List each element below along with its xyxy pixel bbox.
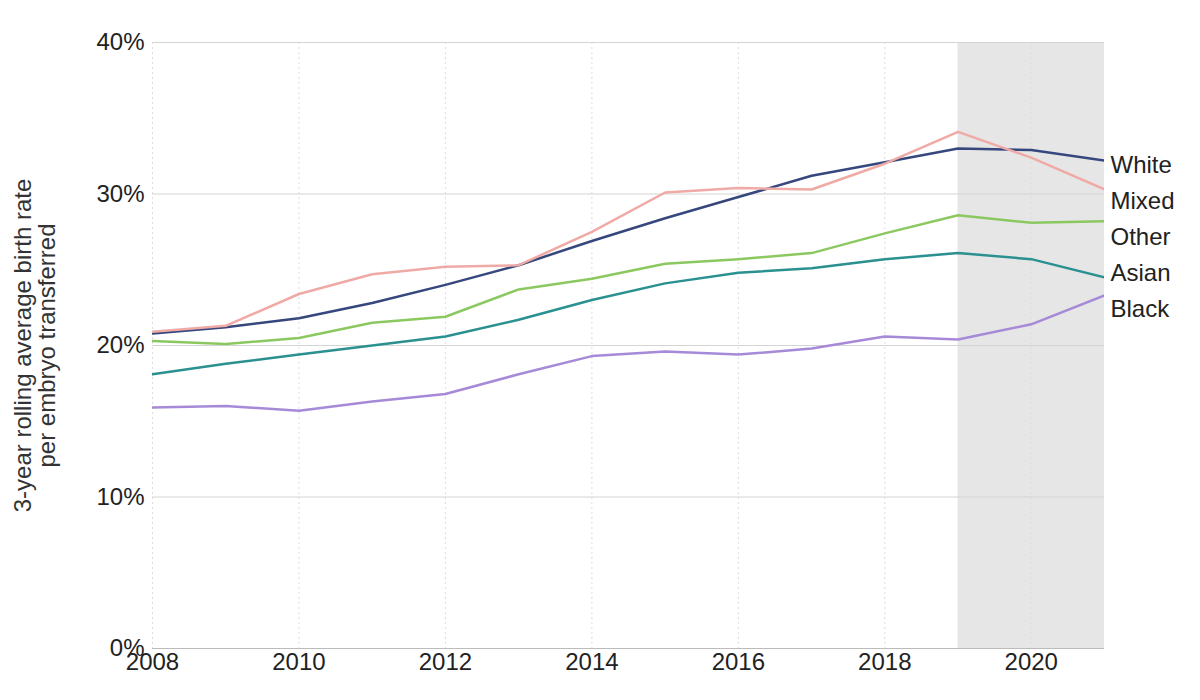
svg-text:Other: Other xyxy=(1111,223,1171,250)
svg-text:2008: 2008 xyxy=(125,647,180,675)
svg-text:White: White xyxy=(1111,151,1172,178)
svg-text:Black: Black xyxy=(1111,295,1171,322)
svg-text:30%: 30% xyxy=(96,180,144,207)
svg-text:2020: 2020 xyxy=(1005,648,1058,675)
svg-text:2014: 2014 xyxy=(565,648,618,675)
svg-text:3-year rolling average birth r: 3-year rolling average birth rateper emb… xyxy=(9,179,60,513)
svg-text:2010: 2010 xyxy=(272,648,325,675)
svg-text:2018: 2018 xyxy=(858,648,911,675)
svg-text:0%: 0% xyxy=(110,634,145,661)
svg-text:2012: 2012 xyxy=(419,648,472,675)
svg-text:Asian: Asian xyxy=(1111,259,1171,286)
svg-text:20%: 20% xyxy=(96,331,144,358)
svg-text:10%: 10% xyxy=(96,483,144,510)
svg-text:2016: 2016 xyxy=(712,648,765,675)
svg-text:40%: 40% xyxy=(96,28,144,55)
svg-text:Mixed: Mixed xyxy=(1111,187,1175,214)
